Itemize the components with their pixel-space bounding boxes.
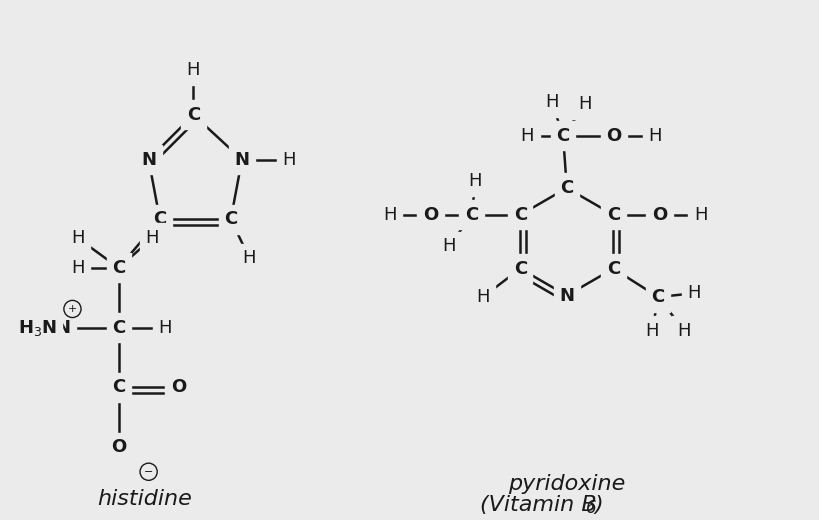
Text: H: H [158,319,172,336]
Text: +: + [68,304,77,314]
Text: H: H [645,321,658,340]
Text: 6: 6 [586,499,596,516]
Text: histidine: histidine [97,489,192,510]
Text: H: H [676,321,690,340]
Text: N: N [141,151,156,168]
Text: H: H [686,284,700,302]
Text: (Vitamin B: (Vitamin B [480,495,596,515]
Text: H: H [647,127,661,145]
Text: H: H [578,95,591,113]
Text: N: N [559,287,573,305]
Text: O: O [170,379,186,396]
Text: N: N [55,319,70,336]
Text: C: C [112,319,125,336]
Text: H: H [545,93,558,111]
Text: H$_3$N: H$_3$N [17,318,57,337]
Text: H: H [693,206,707,224]
Text: H: H [382,206,396,224]
Text: H: H [468,172,482,190]
Text: O: O [651,206,667,224]
Text: C: C [556,127,569,145]
Text: C: C [606,259,619,278]
Text: pyridoxine: pyridoxine [508,474,625,495]
Text: H: H [476,288,489,306]
Text: C: C [153,210,166,228]
Text: H: H [71,229,84,247]
Text: C: C [513,206,527,224]
Text: C: C [559,179,572,197]
Text: C: C [112,379,125,396]
Text: H: H [187,61,200,79]
Text: H: H [442,237,455,255]
Text: N: N [234,151,249,168]
Text: H: H [146,229,159,247]
Text: C: C [606,206,619,224]
Text: −: − [144,467,153,477]
Text: C: C [224,210,238,228]
Text: ): ) [594,495,602,515]
Text: C: C [112,259,125,277]
Text: H: H [520,127,533,145]
Text: O: O [111,438,126,456]
Text: C: C [651,288,664,306]
Text: H: H [282,151,296,168]
Text: O: O [423,206,437,224]
Text: H: H [71,259,84,277]
Text: O: O [605,127,621,145]
Text: C: C [464,206,477,224]
Text: C: C [513,259,527,278]
Text: C: C [187,106,200,124]
Text: H: H [242,249,256,267]
